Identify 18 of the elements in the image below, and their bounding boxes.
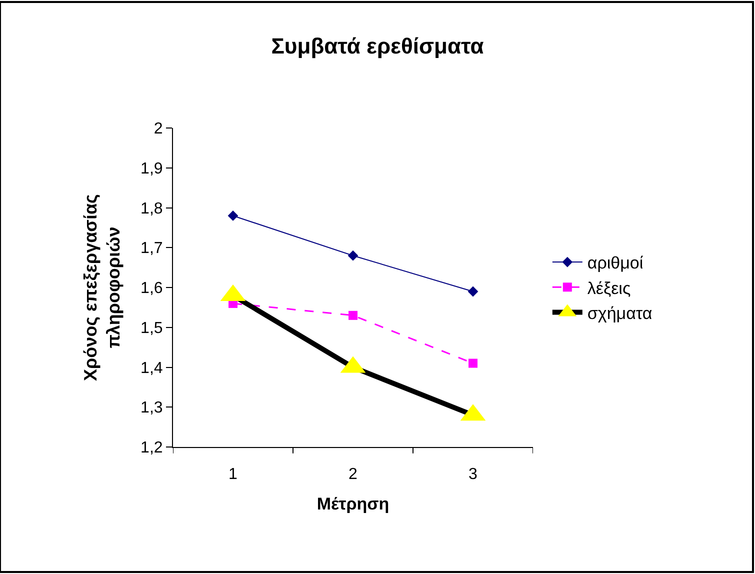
- y-tick-label: 1,6: [140, 280, 163, 298]
- chart-title: Συμβατά ερεθίσματα: [271, 34, 484, 59]
- x-tick-label: 3: [468, 466, 478, 484]
- y-tick-label: 1,8: [140, 200, 163, 218]
- y-tick-label: 1,9: [140, 160, 163, 178]
- y-tick-label: 1,5: [140, 320, 163, 337]
- legend-label: αριθμοί: [587, 254, 644, 273]
- x-axis-title: Μέτρηση: [316, 494, 390, 514]
- x-tick-label: 2: [348, 466, 358, 484]
- y-tick-label: 1,3: [140, 400, 163, 417]
- y-axis-title: Χρόνος επεξεργασίας πληροφοριών: [80, 194, 124, 381]
- y-tick-label: 1,7: [140, 240, 163, 258]
- y-tick-label: 1,4: [140, 360, 163, 377]
- x-tick-label: 1: [228, 466, 238, 484]
- y-tick-label: 1,2: [140, 440, 163, 457]
- legend-label: λέξεις: [587, 278, 631, 298]
- y-tick-label: 2: [154, 120, 163, 138]
- legend-label: σχήματα: [587, 304, 652, 323]
